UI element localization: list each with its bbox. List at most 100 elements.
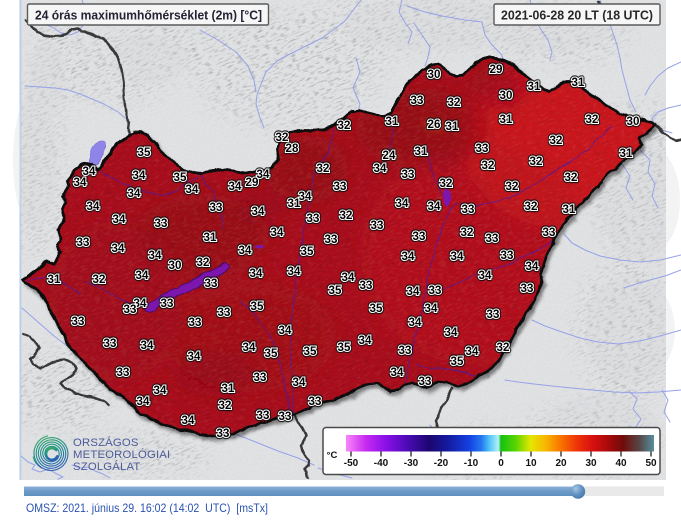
svg-text:33: 33 (543, 226, 556, 239)
svg-text:31: 31 (288, 197, 301, 210)
svg-text:24 órás maximumhőmérséklet (2m: 24 órás maximumhőmérséklet (2m) [°C] (35, 8, 262, 23)
svg-text:34: 34 (391, 366, 404, 379)
svg-text:34: 34 (134, 297, 147, 310)
svg-text:40: 40 (615, 458, 627, 469)
svg-text:34: 34 (425, 302, 438, 315)
svg-text:31: 31 (204, 231, 217, 244)
svg-text:33: 33 (371, 219, 384, 232)
svg-text:33: 33 (307, 212, 320, 225)
svg-text:34: 34 (182, 414, 195, 427)
svg-text:34: 34 (128, 187, 141, 200)
svg-text:33: 33 (486, 232, 499, 245)
svg-text:33: 33 (419, 375, 432, 388)
svg-text:34: 34 (526, 260, 539, 273)
svg-text:34: 34 (271, 226, 284, 239)
svg-text:34: 34 (136, 269, 149, 282)
svg-text:32: 32 (219, 399, 232, 412)
svg-text:34: 34 (252, 205, 265, 218)
svg-text:34: 34 (87, 200, 100, 213)
svg-text:34: 34 (402, 250, 415, 263)
svg-text:34: 34 (409, 316, 422, 329)
svg-text:33: 33 (487, 308, 500, 321)
svg-text:24: 24 (383, 149, 396, 162)
svg-text:35: 35 (251, 300, 264, 313)
svg-text:33: 33 (360, 279, 373, 292)
svg-text:32: 32 (93, 273, 106, 286)
svg-text:33: 33 (429, 284, 442, 297)
svg-text:34: 34 (74, 176, 87, 189)
svg-text:31: 31 (446, 120, 459, 133)
svg-text:50: 50 (645, 458, 657, 469)
svg-text:34: 34 (428, 200, 441, 213)
svg-text:34: 34 (250, 267, 263, 280)
svg-text:32: 32 (586, 113, 599, 126)
svg-text:33: 33 (399, 344, 412, 357)
svg-text:34: 34 (186, 183, 199, 196)
svg-text:34: 34 (451, 250, 464, 263)
svg-text:33: 33 (77, 236, 90, 249)
svg-text:32: 32 (530, 155, 543, 168)
svg-text:32: 32 (461, 226, 474, 239)
svg-text:34: 34 (279, 324, 292, 337)
svg-text:32: 32 (525, 200, 538, 213)
svg-text:35: 35 (301, 245, 314, 258)
svg-text:34: 34 (407, 285, 420, 298)
svg-text:34: 34 (466, 345, 479, 358)
svg-text:34: 34 (112, 242, 125, 255)
svg-text:32: 32 (525, 200, 538, 213)
svg-text:33: 33 (155, 217, 168, 230)
svg-text:35: 35 (138, 146, 151, 159)
svg-text:35: 35 (370, 302, 383, 315)
svg-text:34: 34 (279, 324, 292, 337)
svg-text:33: 33 (487, 308, 500, 321)
svg-text:32: 32 (448, 96, 461, 109)
svg-text:33: 33 (476, 142, 489, 155)
svg-text:35: 35 (370, 302, 383, 315)
svg-text:-50: -50 (344, 458, 359, 469)
svg-text:26: 26 (428, 118, 441, 131)
svg-text:31: 31 (528, 80, 541, 93)
svg-text:32: 32 (550, 134, 563, 147)
svg-text:34: 34 (128, 187, 141, 200)
svg-text:35: 35 (174, 171, 187, 184)
svg-text:10: 10 (525, 458, 537, 469)
svg-text:32: 32 (317, 162, 330, 175)
svg-text:31: 31 (222, 382, 235, 395)
svg-text:33: 33 (117, 366, 130, 379)
svg-text:31: 31 (500, 113, 513, 126)
svg-text:34: 34 (188, 350, 201, 363)
svg-text:32: 32 (317, 162, 330, 175)
svg-text:34: 34 (299, 190, 312, 203)
svg-text:32: 32 (219, 399, 232, 412)
svg-text:SZOLGÁLAT: SZOLGÁLAT (73, 460, 141, 473)
svg-text:34: 34 (134, 297, 147, 310)
svg-text:32: 32 (482, 159, 495, 172)
svg-text:34: 34 (445, 326, 458, 339)
svg-text:32: 32 (338, 119, 351, 132)
svg-text:34: 34 (445, 326, 458, 339)
svg-text:34: 34 (250, 267, 263, 280)
svg-text:33: 33 (402, 168, 415, 181)
svg-text:32: 32 (338, 119, 351, 132)
svg-text:2021-06-28 20 LT (18 UTC): 2021-06-28 20 LT (18 UTC) (501, 8, 653, 23)
svg-text:33: 33 (205, 277, 218, 290)
svg-text:33: 33 (521, 282, 534, 295)
svg-text:30: 30 (169, 259, 182, 272)
svg-text:29: 29 (490, 63, 503, 76)
svg-text:33: 33 (325, 233, 338, 246)
svg-text:33: 33 (334, 180, 347, 193)
svg-text:34: 34 (154, 384, 167, 397)
svg-text:°C: °C (327, 450, 338, 461)
svg-text:34: 34 (188, 350, 201, 363)
svg-text:31: 31 (572, 76, 585, 89)
svg-text:33: 33 (217, 427, 230, 440)
svg-text:35: 35 (251, 300, 264, 313)
svg-text:32: 32 (440, 177, 453, 190)
svg-text:METEOROLÓGIAI: METEOROLÓGIAI (73, 448, 170, 461)
svg-text:35: 35 (329, 284, 342, 297)
svg-text:33: 33 (360, 279, 373, 292)
svg-text:34: 34 (342, 271, 355, 284)
svg-text:34: 34 (141, 339, 154, 352)
svg-text:30: 30 (428, 68, 441, 81)
svg-text:34: 34 (396, 197, 409, 210)
